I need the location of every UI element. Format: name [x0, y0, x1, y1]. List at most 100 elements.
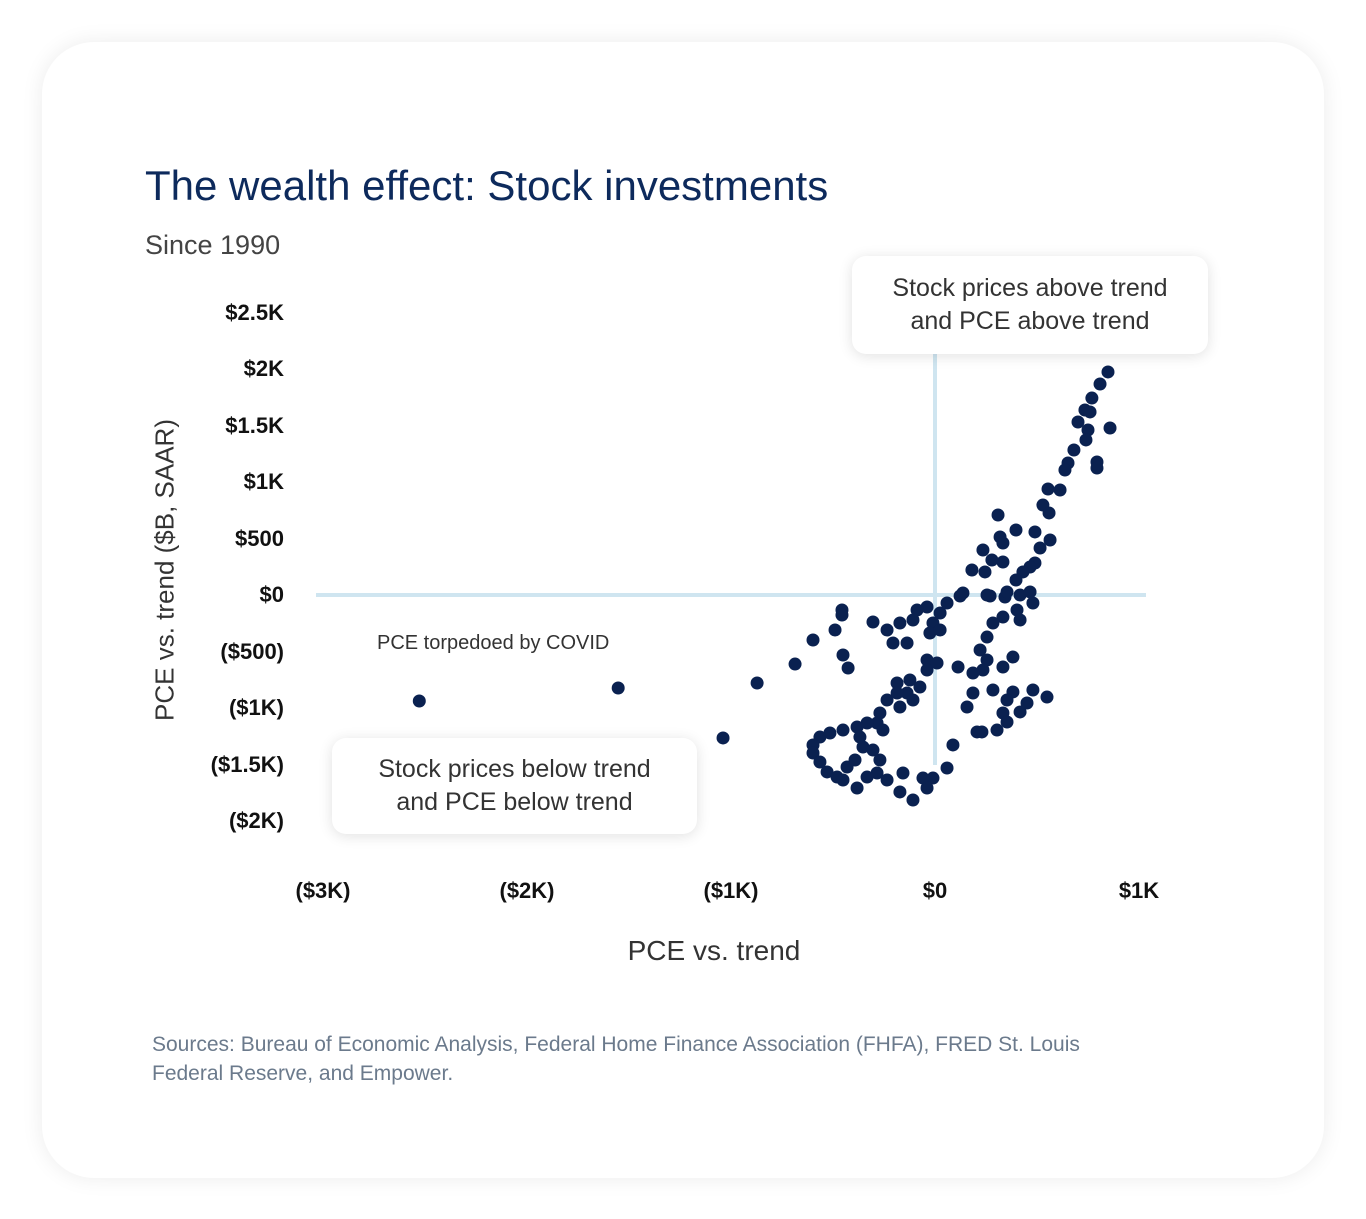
- annotation-line: Stock prices below trend: [378, 755, 651, 783]
- data-point: [933, 606, 947, 620]
- data-point: [886, 636, 900, 650]
- data-point: [900, 636, 914, 650]
- data-point: [926, 771, 940, 785]
- data-point: [1079, 433, 1093, 447]
- chart-card: [42, 42, 1324, 1178]
- data-point: [1053, 483, 1067, 497]
- data-point: [853, 730, 867, 744]
- data-point: [923, 626, 937, 640]
- data-point: [890, 676, 904, 690]
- data-point: [890, 686, 904, 700]
- data-point: [930, 656, 944, 670]
- data-point: [1067, 443, 1081, 457]
- data-point: [980, 588, 994, 602]
- data-point: [1040, 690, 1054, 704]
- annotation-line: and PCE below trend: [396, 788, 633, 816]
- data-point: [1010, 603, 1024, 617]
- data-point: [1006, 650, 1020, 664]
- y-tick-label: ($500): [220, 638, 284, 664]
- annotation-bottom-left: Stock prices below trend and PCE below t…: [332, 738, 697, 834]
- data-point: [975, 725, 989, 739]
- data-point: [946, 738, 960, 752]
- data-point: [806, 746, 820, 760]
- y-tick-label: $1K: [243, 469, 284, 494]
- data-point: [848, 753, 862, 767]
- data-point: [980, 653, 994, 667]
- data-point: [1028, 525, 1042, 539]
- data-point: [1103, 421, 1117, 435]
- data-point: [836, 723, 850, 737]
- data-point: [896, 766, 910, 780]
- annotation-line: Stock prices above trend: [892, 274, 1168, 302]
- data-point: [996, 610, 1010, 624]
- data-point: [611, 681, 625, 695]
- data-point: [920, 781, 934, 795]
- y-tick-label: $2.5K: [225, 299, 284, 325]
- covid-annotation: PCE torpedoed by COVID: [377, 632, 610, 654]
- data-point: [1083, 405, 1097, 419]
- data-point: [850, 720, 864, 734]
- data-point: [866, 743, 880, 757]
- data-point: [873, 706, 887, 720]
- data-point: [996, 555, 1010, 569]
- data-point: [920, 653, 934, 667]
- data-point: [1026, 596, 1040, 610]
- data-point: [990, 723, 1004, 737]
- x-tick-label: $1K: [1118, 878, 1160, 903]
- data-point: [996, 536, 1010, 550]
- data-point: [813, 755, 827, 769]
- x-tick-label: ($3K): [295, 878, 351, 903]
- data-point: [903, 673, 917, 687]
- data-point: [1093, 377, 1107, 391]
- data-point: [1013, 613, 1027, 627]
- data-point: [716, 731, 730, 745]
- data-point: [1009, 573, 1023, 587]
- data-point: [876, 723, 890, 737]
- data-point: [940, 761, 954, 775]
- data-point: [860, 716, 874, 730]
- data-point: [906, 793, 920, 807]
- data-point: [893, 785, 907, 799]
- data-point: [965, 563, 979, 577]
- data-point: [996, 660, 1010, 674]
- data-point: [910, 603, 924, 617]
- data-point: [1023, 585, 1037, 599]
- data-point: [835, 608, 849, 622]
- data-point: [973, 643, 987, 657]
- data-point: [1020, 696, 1034, 710]
- data-point: [823, 726, 837, 740]
- data-point: [966, 686, 980, 700]
- data-point: [1013, 705, 1027, 719]
- data-point: [873, 753, 887, 767]
- data-point: [1000, 715, 1014, 729]
- data-point: [836, 773, 850, 787]
- y-tick-label: $2K: [243, 356, 284, 381]
- data-point: [841, 661, 855, 675]
- data-point: [866, 615, 880, 629]
- data-point: [850, 781, 864, 795]
- data-point: [836, 648, 850, 662]
- data-point: [920, 600, 934, 614]
- data-point: [1090, 461, 1104, 475]
- data-point: [1009, 523, 1023, 537]
- data-point: [1042, 506, 1056, 520]
- data-point: [991, 508, 1005, 522]
- data-point: [1071, 415, 1085, 429]
- data-point: [860, 770, 874, 784]
- data-point: [1041, 482, 1055, 496]
- data-point: [412, 694, 426, 708]
- data-point: [750, 676, 764, 690]
- data-point: [1101, 365, 1115, 379]
- data-point: [976, 663, 990, 677]
- y-tick-label: $500: [235, 525, 284, 551]
- data-point: [920, 663, 934, 677]
- sources-line: Federal Reserve, and Empower.: [152, 1062, 454, 1085]
- data-point: [960, 700, 974, 714]
- data-point: [856, 740, 870, 754]
- data-point: [1058, 463, 1072, 477]
- data-point: [1033, 541, 1047, 555]
- data-point: [870, 766, 884, 780]
- y-tick-label: ($2K): [228, 808, 284, 833]
- chart-title: The wealth effect: Stock investments: [145, 162, 829, 209]
